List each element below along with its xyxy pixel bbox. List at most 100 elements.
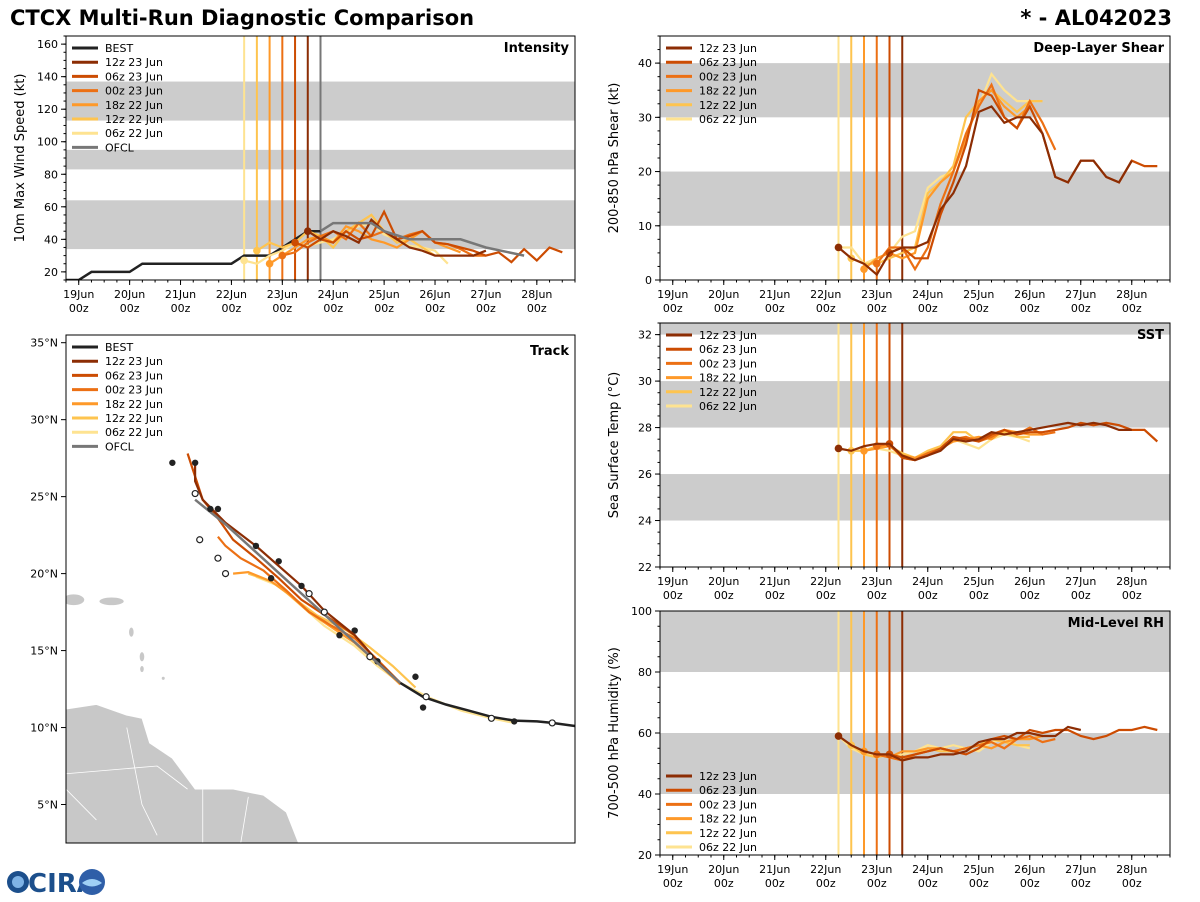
run-line-1 — [889, 725, 1158, 759]
y-tick-label: 10°N — [30, 722, 58, 735]
track-position-marker — [275, 558, 282, 565]
legend-label: 12z 22 Jun — [699, 386, 757, 399]
run-line-5 — [838, 71, 1043, 266]
filled-position-marker — [267, 575, 275, 582]
y-tick-label: 30 — [638, 375, 652, 388]
x-tick-label: 24Jun — [912, 575, 943, 588]
x-tick-label: 00z — [69, 302, 89, 315]
open-position-marker — [320, 608, 328, 616]
country-border — [126, 727, 158, 836]
run-start-marker — [860, 265, 868, 273]
shaded-band — [660, 381, 1170, 428]
y-tick-label: 80 — [638, 666, 652, 679]
x-tick-label: 28Jun — [1116, 575, 1147, 588]
plot-area — [660, 611, 1170, 855]
open-position-marker — [487, 714, 496, 722]
run-start-marker — [291, 238, 299, 247]
shaded-band — [660, 63, 1170, 118]
cira-logo: CIRA — [6, 866, 106, 899]
x-tick-label: 27Jun — [1065, 288, 1096, 301]
x-tick-label: 00z — [663, 877, 683, 890]
y-tick-label: 30°N — [30, 414, 58, 427]
y-tick-label: 60 — [638, 727, 652, 740]
x-tick-label: 00z — [867, 589, 887, 602]
y-tick-label: 20°N — [30, 568, 58, 581]
open-position-marker — [214, 554, 222, 562]
y-tick-label: 80 — [44, 168, 58, 181]
y-tick-label: 40 — [44, 233, 58, 246]
x-tick-label: 28Jun — [1116, 863, 1147, 876]
legend-label: 00z 23 Jun — [699, 70, 757, 83]
x-tick-label: 22Jun — [810, 288, 841, 301]
ofcl-line — [319, 221, 525, 257]
legend-label: 12z 22 Jun — [699, 827, 757, 840]
track-position-marker — [252, 542, 260, 550]
x-tick-label: 00z — [714, 302, 734, 315]
track-run-1 — [186, 453, 402, 684]
track-run-0 — [194, 462, 402, 684]
land-south-america — [66, 704, 299, 843]
filled-position-marker — [207, 505, 214, 513]
storm-id: * - AL042023 — [1020, 6, 1172, 30]
x-tick-label: 23Jun — [861, 288, 892, 301]
country-border — [240, 796, 249, 843]
legend-label: 06z 22 Jun — [105, 127, 163, 140]
shaded-band — [660, 171, 1170, 226]
island — [129, 627, 134, 637]
legend-label: 00z 23 Jun — [105, 384, 163, 397]
x-tick-label: 00z — [969, 877, 989, 890]
x-tick-label: 00z — [1071, 877, 1091, 890]
x-tick-label: 23Jun — [267, 288, 298, 301]
y-tick-label: 120 — [37, 103, 58, 116]
x-tick-label: 27Jun — [1065, 863, 1096, 876]
y-axis-label: 10m Max Wind Speed (kt) — [13, 74, 28, 243]
axes-frame — [65, 334, 576, 844]
x-tick-label: 24Jun — [912, 863, 943, 876]
island — [140, 665, 144, 673]
track-position-marker — [214, 505, 222, 513]
x-tick-label: 00z — [1122, 589, 1142, 602]
track-position-marker — [351, 627, 358, 634]
run-start-marker — [872, 259, 881, 268]
x-tick-label: 19Jun — [657, 575, 688, 588]
y-tick-label: 20 — [638, 166, 652, 179]
run-start-marker — [834, 444, 843, 453]
y-tick-label: 24 — [638, 515, 652, 528]
x-tick-label: 21Jun — [759, 575, 790, 588]
island — [66, 594, 85, 606]
y-tick-label: 35°N — [30, 337, 58, 350]
open-position-marker — [191, 489, 199, 498]
x-tick-label: 21Jun — [165, 288, 196, 301]
x-tick-label: 00z — [918, 877, 938, 890]
x-tick-label: 00z — [765, 589, 785, 602]
x-tick-label: 00z — [969, 302, 989, 315]
x-tick-label: 20Jun — [708, 288, 739, 301]
run-line-0 — [838, 421, 1132, 462]
y-tick-label: 0 — [645, 274, 652, 287]
x-tick-label: 00z — [120, 302, 140, 315]
x-tick-label: 00z — [272, 302, 292, 315]
country-border — [66, 765, 188, 790]
panel-title: SST — [1137, 328, 1164, 343]
map-area — [66, 453, 575, 843]
x-tick-label: 24Jun — [318, 288, 349, 301]
x-tick-label: 00z — [714, 589, 734, 602]
y-tick-label: 30 — [638, 111, 652, 124]
x-tick-label: 00z — [323, 302, 343, 315]
open-position-marker — [422, 693, 430, 701]
run-line-0 — [307, 218, 487, 257]
legend-label: 12z 23 Jun — [105, 355, 163, 368]
panel-title: Track — [530, 344, 569, 359]
legend-label: 00z 23 Jun — [699, 357, 757, 370]
x-tick-label: 28Jun — [521, 288, 552, 301]
y-axis-label: 200-850 hPa Shear (kt) — [607, 83, 622, 234]
x-tick-label: 22Jun — [810, 863, 841, 876]
x-tick-label: 00z — [527, 302, 547, 315]
legend-label: 12z 23 Jun — [699, 329, 757, 342]
run-line-2 — [875, 82, 1057, 272]
x-tick-label: 23Jun — [861, 863, 892, 876]
shaded-band — [660, 611, 1170, 672]
best-track-line — [66, 229, 321, 280]
x-tick-label: 27Jun — [1065, 575, 1096, 588]
island — [139, 652, 145, 662]
